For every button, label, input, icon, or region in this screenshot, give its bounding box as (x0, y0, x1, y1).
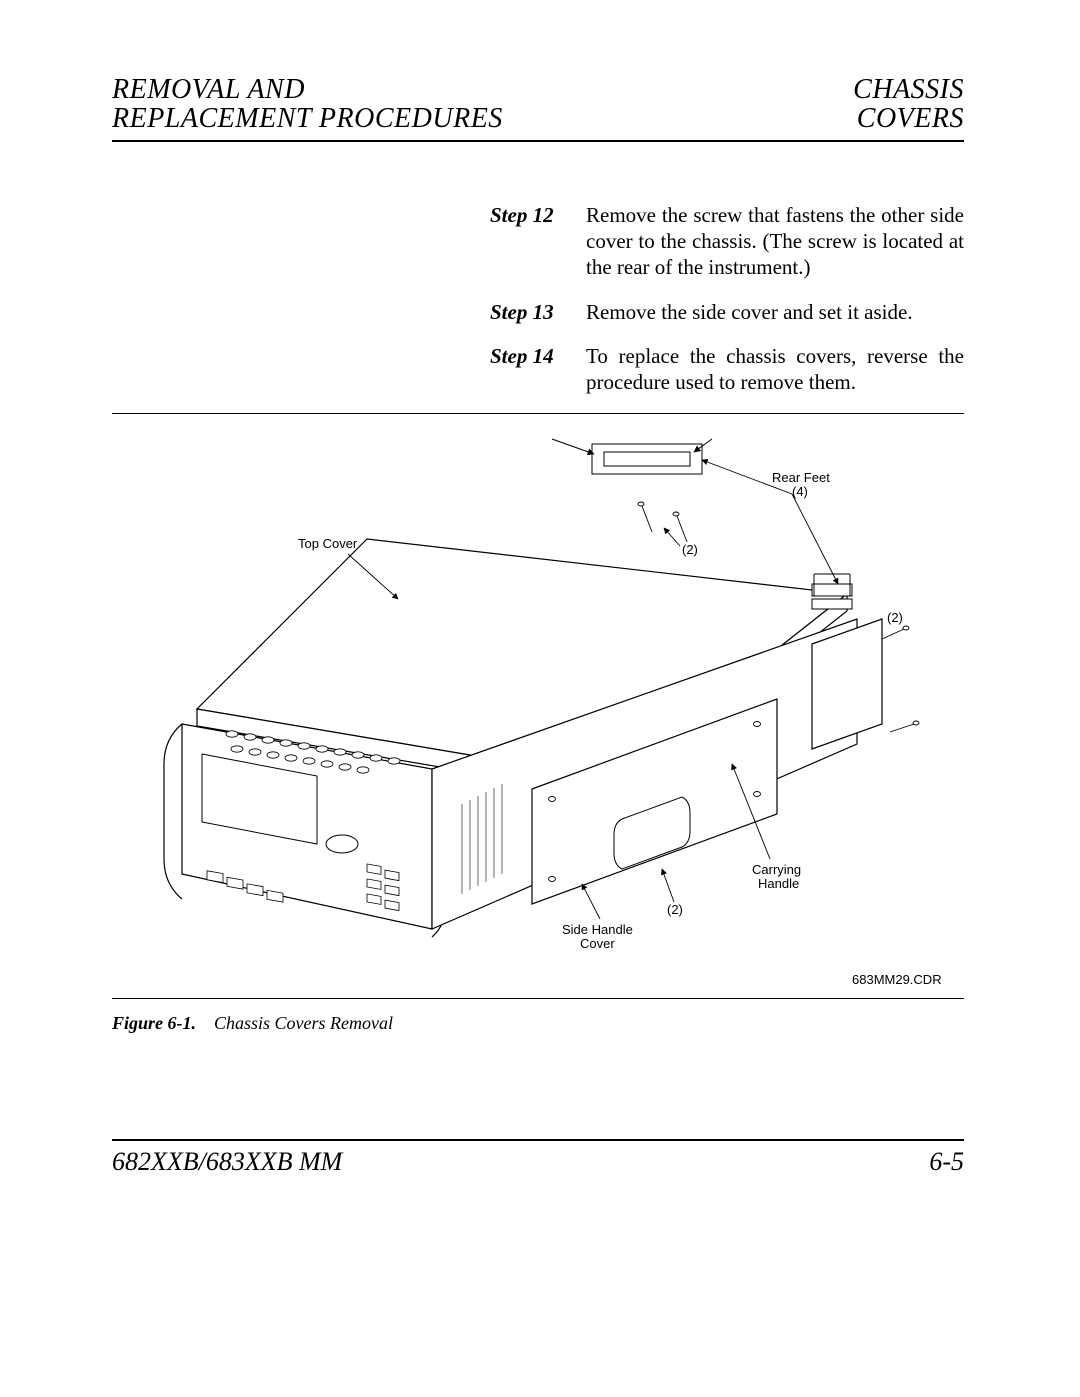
step-text: To replace the chassis covers, reverse t… (586, 343, 964, 396)
label-side-handle-2: Cover (580, 936, 615, 951)
label-right-screws-qty: (2) (887, 610, 903, 625)
page-content: REMOVAL AND REPLACEMENT PROCEDURES CHASS… (112, 75, 964, 1322)
header-right-line1: CHASSIS (853, 74, 964, 105)
footer-left: 682XXB/683XXB MM (112, 1147, 342, 1177)
step-row: Step 14 To replace the chassis covers, r… (490, 343, 964, 396)
steps-list: Step 12 Remove the screw that fastens th… (490, 202, 964, 396)
label-bottom-screws-qty: (2) (667, 902, 683, 917)
label-top-screws-qty: (2) (682, 542, 698, 557)
step-text: Remove the side cover and set it aside. (586, 299, 964, 325)
figure-caption-bold: Figure 6-1. (112, 1013, 196, 1033)
step-label: Step 13 (490, 299, 586, 325)
header-right-line2: COVERS (857, 103, 964, 134)
label-rear-feet-qty: (4) (792, 484, 808, 499)
step-row: Step 13 Remove the side cover and set it… (490, 299, 964, 325)
header-left-line2: REPLACEMENT PROCEDURES (112, 103, 503, 134)
figure-block: Top Cover Rear Feet (4) (2) (2) Carrying… (112, 413, 964, 999)
page-footer: 682XXB/683XXB MM 6-5 (112, 1139, 964, 1177)
label-cdr-filename: 683MM29.CDR (852, 972, 942, 987)
step-label: Step 12 (490, 202, 586, 281)
label-carrying-handle-1: Carrying (752, 862, 801, 877)
label-top-cover: Top Cover (298, 536, 358, 551)
label-carrying-handle-2: Handle (758, 876, 799, 891)
label-rear-feet: Rear Feet (772, 470, 830, 485)
step-label: Step 14 (490, 343, 586, 396)
header-left-line1: REMOVAL AND (112, 74, 305, 105)
header-left: REMOVAL AND REPLACEMENT PROCEDURES (112, 75, 503, 134)
chassis-diagram: Top Cover Rear Feet (4) (2) (2) Carrying… (112, 424, 964, 992)
page-header: REMOVAL AND REPLACEMENT PROCEDURES CHASS… (112, 75, 964, 142)
step-text: Remove the screw that fastens the other … (586, 202, 964, 281)
step-row: Step 12 Remove the screw that fastens th… (490, 202, 964, 281)
figure-caption-text: Chassis Covers Removal (214, 1013, 393, 1033)
label-side-handle-1: Side Handle (562, 922, 633, 937)
header-right: CHASSIS COVERS (853, 75, 964, 134)
figure-caption: Figure 6-1. Chassis Covers Removal (112, 1013, 964, 1034)
footer-right: 6-5 (929, 1147, 964, 1177)
